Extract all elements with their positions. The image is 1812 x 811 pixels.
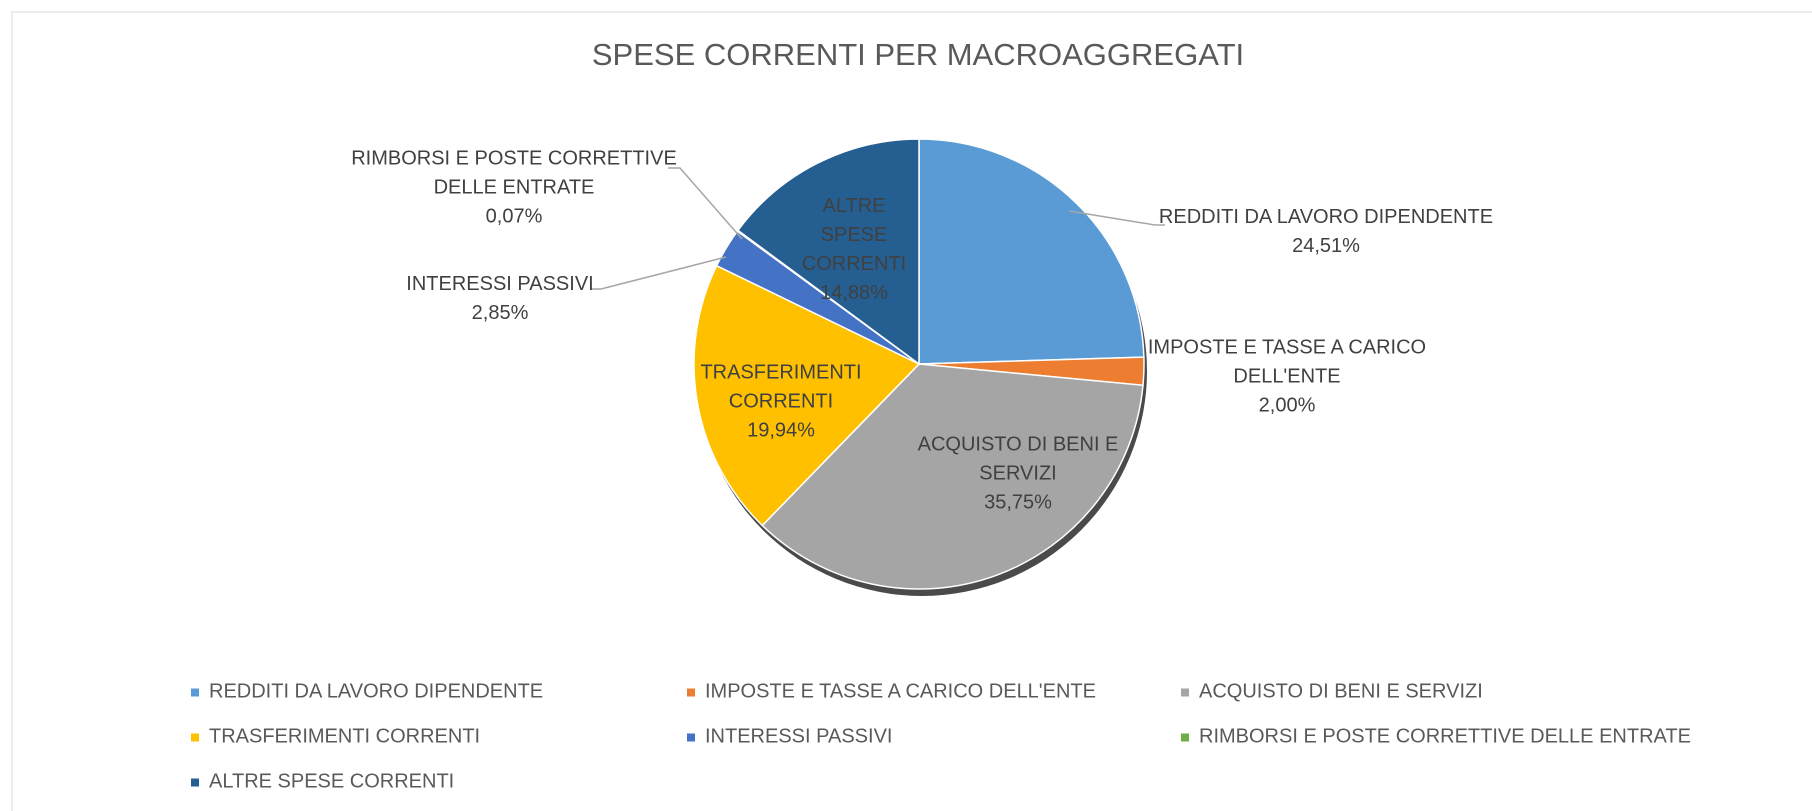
legend-swatch (191, 778, 199, 787)
data-label-value: 24,51% (1292, 235, 1360, 257)
data-label: REDDITI DA LAVORO DIPENDENTE 24,51% (1126, 203, 1526, 261)
data-label-category: IMPOSTE E TASSE A CARICO DELL'ENTE (1147, 336, 1427, 388)
data-label-category: INTERESSI PASSIVI (406, 273, 594, 295)
legend-swatch (687, 688, 695, 697)
legend-item: TRASFERIMENTI CORRENTI (191, 726, 480, 749)
data-label-value: 19,94% (747, 419, 815, 442)
legend-label: INTERESSI PASSIVI (705, 725, 893, 748)
legend-item: ACQUISTO DI BENI E SERVIZI (1181, 681, 1483, 704)
pie-slice (761, 363, 1144, 590)
data-label-value: 35,75% (984, 491, 1052, 514)
pie-slice (693, 264, 921, 527)
data-label: INTERESSI PASSIVI 2,85% (390, 270, 610, 328)
legend-label: ACQUISTO DI BENI E SERVIZI (1199, 680, 1483, 703)
legend-swatch (1181, 688, 1189, 697)
leader-line (668, 167, 743, 240)
pie-slice (736, 138, 920, 366)
data-label-category: REDDITI DA LAVORO DIPENDENTE (1158, 206, 1494, 228)
legend-item: ALTRE SPESE CORRENTI (191, 771, 454, 794)
pie-slice (918, 138, 1145, 365)
data-label-category: RIMBORSI E POSTE CORRETTIVE DELLE ENTRAT… (351, 147, 677, 199)
legend-swatch (1181, 733, 1189, 742)
data-label-value: 0,07% (485, 205, 543, 228)
leader-line (590, 256, 727, 290)
legend-item: INTERESSI PASSIVI (687, 726, 892, 749)
data-label: ACQUISTO DI BENI E SERVIZI 35,75% (913, 431, 1123, 518)
data-label-value: 14,88% (820, 282, 888, 304)
data-label: RIMBORSI E POSTE CORRETTIVE DELLE ENTRAT… (349, 145, 679, 232)
legend-item: RIMBORSI E POSTE CORRETTIVE DELLE ENTRAT… (1181, 726, 1691, 749)
legend-swatch (687, 733, 695, 742)
legend-label: ALTRE SPESE CORRENTI (209, 770, 455, 793)
data-label: TRASFERIMENTI CORRENTI 19,94% (696, 359, 866, 446)
legend-label: IMPOSTE E TASSE A CARICO DELL'ENTE (705, 680, 1096, 703)
data-label-category: ACQUISTO DI BENI E SERVIZI (917, 433, 1119, 485)
data-label-category: TRASFERIMENTI CORRENTI (700, 361, 862, 413)
data-label-value: 2,85% (471, 302, 529, 324)
legend-label: RIMBORSI E POSTE CORRETTIVE DELLE ENTRAT… (1199, 725, 1691, 748)
legend-item: REDDITI DA LAVORO DIPENDENTE (191, 681, 543, 704)
data-label-value: 2,00% (1258, 394, 1316, 417)
legend-swatch (191, 688, 199, 697)
legend-label: REDDITI DA LAVORO DIPENDENTE (209, 680, 544, 703)
legend-swatch (191, 733, 199, 742)
data-label: ALTRE SPESE CORRENTI 14,88% (789, 192, 919, 308)
data-label: IMPOSTE E TASSE A CARICO DELL'ENTE 2,00% (1142, 334, 1432, 421)
legend-item: IMPOSTE E TASSE A CARICO DELL'ENTE (687, 681, 1096, 704)
leader-line (1068, 210, 1165, 226)
legend-label: TRASFERIMENTI CORRENTI (209, 725, 481, 748)
chart-title: SPESE CORRENTI PER MACROAGGREGATI (592, 37, 1244, 72)
data-label-category: ALTRE SPESE CORRENTI (801, 195, 907, 275)
